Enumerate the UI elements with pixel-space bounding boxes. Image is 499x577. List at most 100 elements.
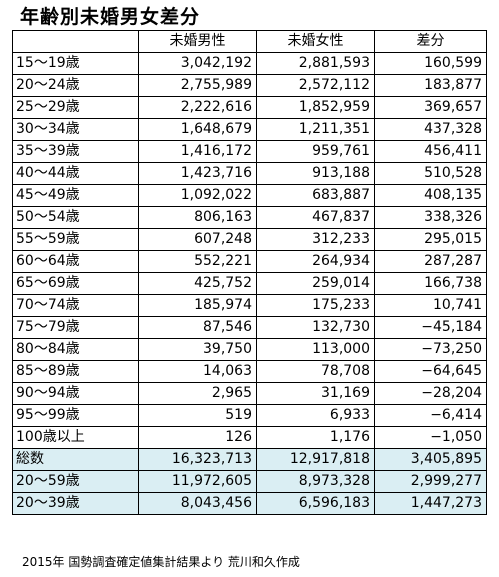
male-value: 39,750 — [138, 338, 257, 361]
female-value: 467,837 — [256, 206, 375, 229]
table-row: 60～64歳 552,221 264,934 287,287 — [12, 250, 487, 273]
table-row: 15～19歳 3,042,192 2,881,593 160,599 — [12, 52, 487, 75]
male-value: 806,163 — [138, 206, 257, 229]
summary-row: 総数 16,323,713 12,917,818 3,405,895 — [12, 448, 487, 471]
table-row: 40～44歳 1,423,716 913,188 510,528 — [12, 162, 487, 185]
male-value: 185,974 — [138, 294, 257, 317]
female-value: 2,572,112 — [256, 74, 375, 97]
diff-value: 2,999,277 — [374, 470, 487, 493]
female-value: 264,934 — [256, 250, 375, 273]
row-label: 35～39歳 — [12, 140, 139, 163]
table-row: 20～24歳 2,755,989 2,572,112 183,877 — [12, 74, 487, 97]
table-title: 年齢別未婚男女差分 — [20, 6, 201, 28]
row-label: 総数 — [12, 448, 139, 471]
table-row: 30～34歳 1,648,679 1,211,351 437,328 — [12, 118, 487, 141]
header-cell-female: 未婚女性 — [256, 30, 375, 53]
summary-row: 20～39歳 8,043,456 6,596,183 1,447,273 — [12, 492, 487, 515]
male-value: 2,755,989 — [138, 74, 257, 97]
male-value: 3,042,192 — [138, 52, 257, 75]
row-label: 100歳以上 — [12, 426, 139, 449]
diff-value: 437,328 — [374, 118, 487, 141]
female-value: 683,887 — [256, 184, 375, 207]
diff-value: 1,447,273 — [374, 492, 487, 515]
male-value: 1,092,022 — [138, 184, 257, 207]
row-label: 20～39歳 — [12, 492, 139, 515]
female-value: 6,596,183 — [256, 492, 375, 515]
female-value: 12,917,818 — [256, 448, 375, 471]
female-value: 2,881,593 — [256, 52, 375, 75]
data-table: 未婚男性 未婚女性 差分 15～19歳 3,042,192 2,881,593 160… — [12, 30, 487, 515]
diff-value: −45,184 — [374, 316, 487, 339]
diff-value: 10,741 — [374, 294, 487, 317]
row-label: 25～29歳 — [12, 96, 139, 119]
male-value: 11,972,605 — [138, 470, 257, 493]
header-cell-diff: 差分 — [374, 30, 487, 53]
diff-value: 338,326 — [374, 206, 487, 229]
female-value: 913,188 — [256, 162, 375, 185]
female-value: 259,014 — [256, 272, 375, 295]
female-value: 31,169 — [256, 382, 375, 405]
table-row: 70～74歳 185,974 175,233 10,741 — [12, 294, 487, 317]
row-label: 55～59歳 — [12, 228, 139, 251]
diff-value: 3,405,895 — [374, 448, 487, 471]
female-value: 132,730 — [256, 316, 375, 339]
male-value: 2,222,616 — [138, 96, 257, 119]
diff-value: −73,250 — [374, 338, 487, 361]
female-value: 1,852,959 — [256, 96, 375, 119]
row-label: 20～24歳 — [12, 74, 139, 97]
male-value: 607,248 — [138, 228, 257, 251]
male-value: 552,221 — [138, 250, 257, 273]
diff-value: 160,599 — [374, 52, 487, 75]
table-row: 90～94歳 2,965 31,169 −28,204 — [12, 382, 487, 405]
table-row: 100歳以上 126 1,176 −1,050 — [12, 426, 487, 449]
diff-value: 166,738 — [374, 272, 487, 295]
table-row: 95～99歳 519 6,933 −6,414 — [12, 404, 487, 427]
row-label: 50～54歳 — [12, 206, 139, 229]
diff-value: −1,050 — [374, 426, 487, 449]
diff-value: 369,657 — [374, 96, 487, 119]
diff-value: 287,287 — [374, 250, 487, 273]
table-row: 50～54歳 806,163 467,837 338,326 — [12, 206, 487, 229]
female-value: 175,233 — [256, 294, 375, 317]
male-value: 1,648,679 — [138, 118, 257, 141]
male-value: 2,965 — [138, 382, 257, 405]
female-value: 1,176 — [256, 426, 375, 449]
summary-row: 20～59歳 11,972,605 8,973,328 2,999,277 — [12, 470, 487, 493]
male-value: 14,063 — [138, 360, 257, 383]
diff-value: −64,645 — [374, 360, 487, 383]
female-value: 6,933 — [256, 404, 375, 427]
header-cell-corner — [12, 30, 139, 53]
table-row: 75～79歳 87,546 132,730 −45,184 — [12, 316, 487, 339]
row-label: 60～64歳 — [12, 250, 139, 273]
row-label: 65～69歳 — [12, 272, 139, 295]
female-value: 1,211,351 — [256, 118, 375, 141]
table-row: 85～89歳 14,063 78,708 −64,645 — [12, 360, 487, 383]
row-label: 70～74歳 — [12, 294, 139, 317]
male-value: 1,423,716 — [138, 162, 257, 185]
row-label: 80～84歳 — [12, 338, 139, 361]
table-row: 80～84歳 39,750 113,000 −73,250 — [12, 338, 487, 361]
row-label: 20～59歳 — [12, 470, 139, 493]
diff-value: 456,411 — [374, 140, 487, 163]
diff-value: 408,135 — [374, 184, 487, 207]
diff-value: 183,877 — [374, 74, 487, 97]
table-row: 35～39歳 1,416,172 959,761 456,411 — [12, 140, 487, 163]
row-label: 85～89歳 — [12, 360, 139, 383]
diff-value: −28,204 — [374, 382, 487, 405]
male-value: 16,323,713 — [138, 448, 257, 471]
male-value: 87,546 — [138, 316, 257, 339]
row-label: 15～19歳 — [12, 52, 139, 75]
female-value: 78,708 — [256, 360, 375, 383]
row-label: 75～79歳 — [12, 316, 139, 339]
table-row: 25～29歳 2,222,616 1,852,959 369,657 — [12, 96, 487, 119]
female-value: 959,761 — [256, 140, 375, 163]
diff-value: 295,015 — [374, 228, 487, 251]
row-label: 90～94歳 — [12, 382, 139, 405]
male-value: 425,752 — [138, 272, 257, 295]
source-note: 2015年 国勢調査確定値集計結果より 荒川和久作成 — [22, 555, 300, 569]
table-row: 55～59歳 607,248 312,233 295,015 — [12, 228, 487, 251]
header-cell-male: 未婚男性 — [138, 30, 257, 53]
female-value: 312,233 — [256, 228, 375, 251]
table-row: 45～49歳 1,092,022 683,887 408,135 — [12, 184, 487, 207]
table-row: 65～69歳 425,752 259,014 166,738 — [12, 272, 487, 295]
